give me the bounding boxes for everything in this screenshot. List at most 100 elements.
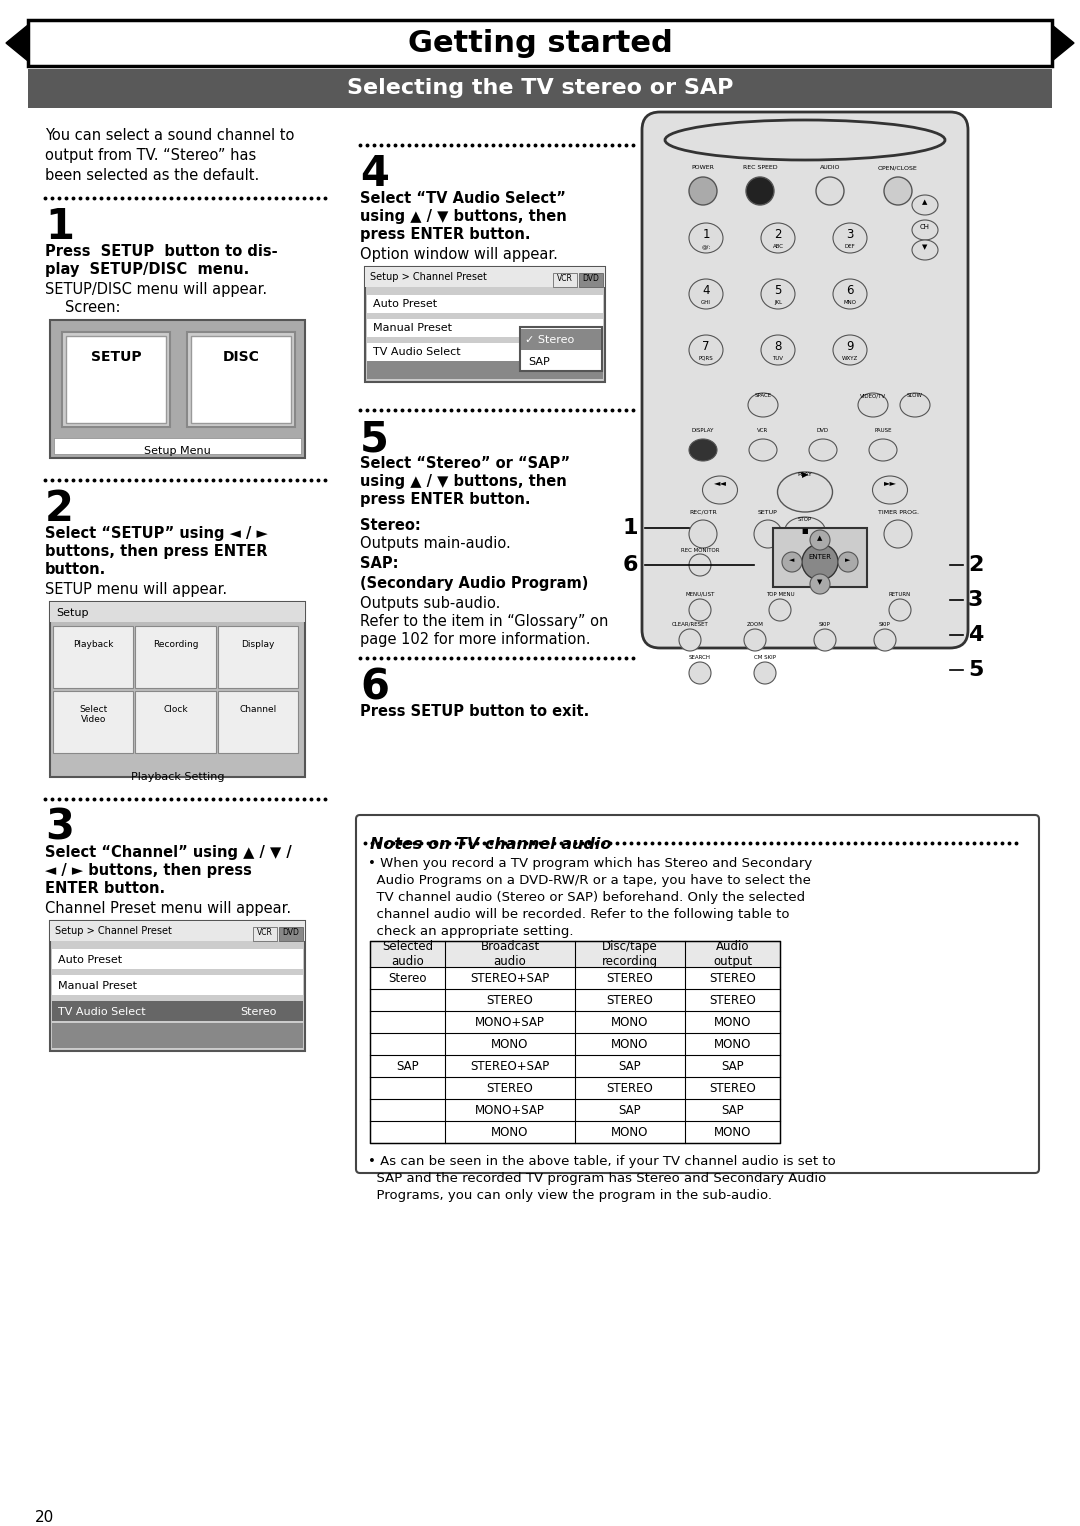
Polygon shape xyxy=(1052,24,1074,61)
Text: Display: Display xyxy=(241,639,274,649)
Text: ▼: ▼ xyxy=(818,578,823,584)
Text: Stereo: Stereo xyxy=(388,972,427,984)
Text: TOP MENU: TOP MENU xyxy=(766,592,794,597)
FancyBboxPatch shape xyxy=(187,333,295,427)
Ellipse shape xyxy=(833,223,867,253)
Text: Option window will appear.: Option window will appear. xyxy=(360,247,558,262)
Text: CH: CH xyxy=(920,224,930,230)
Text: (Secondary Audio Program): (Secondary Audio Program) xyxy=(360,575,589,591)
Circle shape xyxy=(689,600,711,621)
Text: REC/OTR: REC/OTR xyxy=(689,510,717,514)
Text: VCR: VCR xyxy=(257,928,273,937)
Text: Auto Preset: Auto Preset xyxy=(373,299,437,308)
Text: TV channel audio (Stereo or SAP) beforehand. Only the selected: TV channel audio (Stereo or SAP) beforeh… xyxy=(368,891,805,903)
Ellipse shape xyxy=(689,279,723,308)
Text: Disc/tape
recording: Disc/tape recording xyxy=(602,940,658,967)
FancyBboxPatch shape xyxy=(218,626,298,688)
Text: using ▲ / ▼ buttons, then: using ▲ / ▼ buttons, then xyxy=(360,475,567,488)
Text: 6: 6 xyxy=(622,555,638,575)
Ellipse shape xyxy=(809,439,837,461)
Text: DVD: DVD xyxy=(582,275,599,282)
Circle shape xyxy=(810,530,831,549)
Bar xyxy=(52,1001,303,1021)
Text: Press SETUP button to exit.: Press SETUP button to exit. xyxy=(360,703,590,719)
Bar xyxy=(367,295,603,313)
Ellipse shape xyxy=(761,223,795,253)
Bar xyxy=(50,922,305,1051)
Text: PLAY: PLAY xyxy=(797,472,812,478)
Text: DVD: DVD xyxy=(816,427,829,433)
Text: MONO+SAP: MONO+SAP xyxy=(475,1015,545,1029)
Circle shape xyxy=(689,520,717,548)
FancyBboxPatch shape xyxy=(519,327,602,371)
Text: SAP: SAP xyxy=(721,1103,744,1117)
FancyBboxPatch shape xyxy=(642,111,968,649)
Text: POWER: POWER xyxy=(691,165,715,169)
Ellipse shape xyxy=(912,220,939,240)
Text: STEREO: STEREO xyxy=(710,993,756,1007)
Bar xyxy=(579,273,603,287)
Text: Outputs main-audio.: Outputs main-audio. xyxy=(360,536,511,551)
Text: ▶: ▶ xyxy=(801,470,808,479)
Text: REC SPEED: REC SPEED xyxy=(743,165,778,169)
Text: Selected
audio: Selected audio xyxy=(382,940,433,967)
Text: REC MONITOR: REC MONITOR xyxy=(680,548,719,552)
Text: STEREO: STEREO xyxy=(710,1082,756,1094)
Text: MONO: MONO xyxy=(714,1126,752,1138)
Ellipse shape xyxy=(689,336,723,365)
Ellipse shape xyxy=(912,240,939,259)
Text: Playback: Playback xyxy=(73,639,113,649)
Text: ENTER button.: ENTER button. xyxy=(45,881,165,896)
Text: STEREO: STEREO xyxy=(607,993,653,1007)
Bar xyxy=(370,942,780,967)
Text: SAP and the recorded TV program has Stereo and Secondary Audio: SAP and the recorded TV program has Ster… xyxy=(368,1172,826,1186)
Text: Programs, you can only view the program in the sub-audio.: Programs, you can only view the program … xyxy=(368,1189,772,1202)
Text: Stereo: Stereo xyxy=(240,1007,276,1016)
Text: SEARCH: SEARCH xyxy=(689,655,711,661)
Text: SETUP: SETUP xyxy=(91,349,141,365)
Text: SAP: SAP xyxy=(396,1059,419,1073)
Text: 2: 2 xyxy=(45,488,73,530)
Text: MONO: MONO xyxy=(714,1015,752,1029)
Text: Select “Channel” using ▲ / ▼ /: Select “Channel” using ▲ / ▼ / xyxy=(45,845,292,861)
Text: SAP: SAP xyxy=(721,1059,744,1073)
Text: ►: ► xyxy=(846,557,851,563)
Text: Recording: Recording xyxy=(152,639,199,649)
Text: STEREO: STEREO xyxy=(607,1082,653,1094)
Circle shape xyxy=(810,574,831,594)
Text: SAP: SAP xyxy=(528,357,550,366)
Ellipse shape xyxy=(702,476,738,504)
Text: output from TV. “Stereo” has: output from TV. “Stereo” has xyxy=(45,148,256,163)
Text: ✓ Stereo: ✓ Stereo xyxy=(525,336,575,345)
Text: Press  SETUP  button to dis-: Press SETUP button to dis- xyxy=(45,244,278,259)
Text: PAUSE: PAUSE xyxy=(874,427,892,433)
Text: Select “Stereo” or “SAP”: Select “Stereo” or “SAP” xyxy=(360,456,570,472)
Bar xyxy=(370,942,780,1143)
Text: PQRS: PQRS xyxy=(699,356,714,362)
Polygon shape xyxy=(6,24,28,61)
Circle shape xyxy=(769,600,791,621)
Text: ABC: ABC xyxy=(772,244,783,249)
Text: 5: 5 xyxy=(360,418,389,459)
Text: press ENTER button.: press ENTER button. xyxy=(360,491,530,507)
Ellipse shape xyxy=(665,121,945,160)
Text: page 102 for more information.: page 102 for more information. xyxy=(360,632,591,647)
Text: ◄ / ► buttons, then press: ◄ / ► buttons, then press xyxy=(45,864,252,877)
Text: 6: 6 xyxy=(360,665,389,708)
Text: You can select a sound channel to: You can select a sound channel to xyxy=(45,128,295,143)
Circle shape xyxy=(782,552,802,572)
Text: SKIP: SKIP xyxy=(879,623,891,627)
Bar xyxy=(50,320,305,458)
Text: Channel Preset menu will appear.: Channel Preset menu will appear. xyxy=(45,900,292,916)
Text: STEREO+SAP: STEREO+SAP xyxy=(471,972,550,984)
Bar xyxy=(367,362,603,378)
Ellipse shape xyxy=(858,394,888,417)
Text: play  SETUP/DISC  menu.: play SETUP/DISC menu. xyxy=(45,262,249,278)
Bar xyxy=(52,975,303,995)
Text: Selecting the TV stereo or SAP: Selecting the TV stereo or SAP xyxy=(347,78,733,99)
Text: 2: 2 xyxy=(774,227,782,241)
Text: Setup Menu: Setup Menu xyxy=(144,446,211,456)
Text: OPEN/CLOSE: OPEN/CLOSE xyxy=(878,165,918,169)
Circle shape xyxy=(874,629,896,652)
Text: 3: 3 xyxy=(847,227,853,241)
